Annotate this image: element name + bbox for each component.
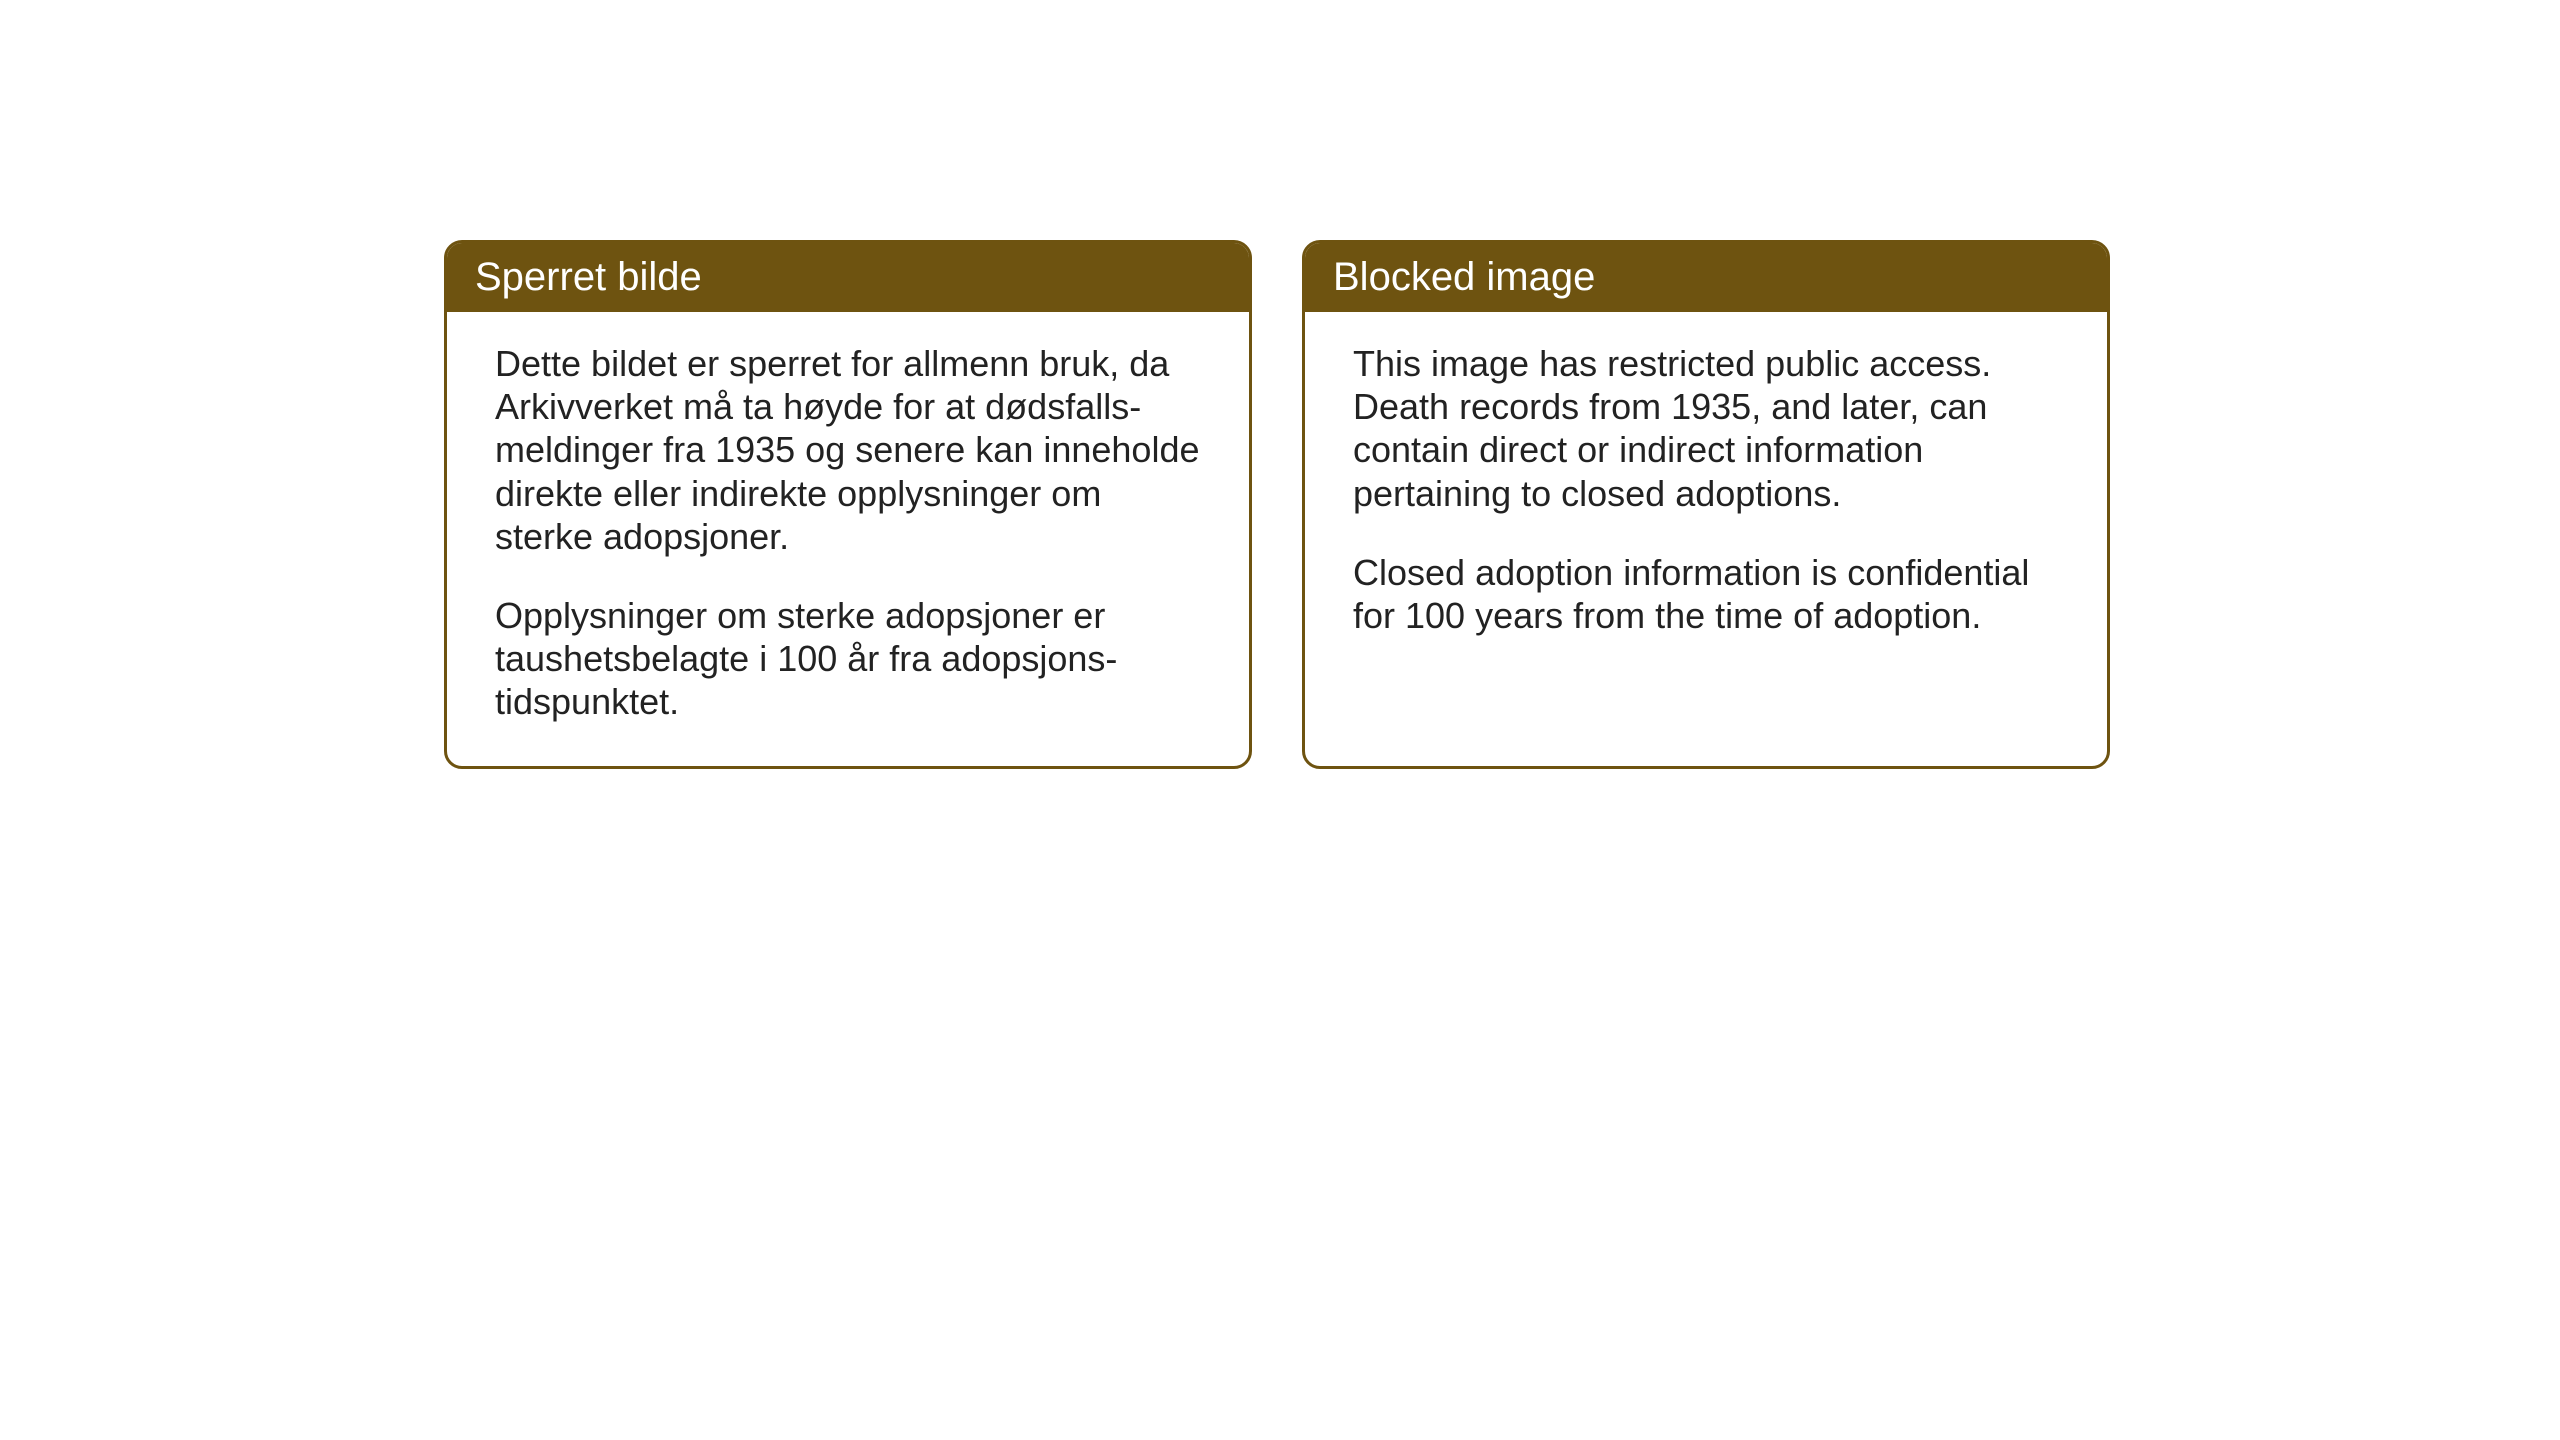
notice-card-english: Blocked image This image has restricted … — [1302, 240, 2110, 769]
card-paragraph-english-1: This image has restricted public access.… — [1353, 342, 2059, 515]
card-title-norwegian: Sperret bilde — [475, 255, 702, 299]
card-paragraph-norwegian-2: Opplysninger om sterke adopsjoner er tau… — [495, 594, 1201, 724]
card-paragraph-english-2: Closed adoption information is confident… — [1353, 551, 2059, 637]
card-title-english: Blocked image — [1333, 255, 1595, 299]
card-paragraph-norwegian-1: Dette bildet er sperret for allmenn bruk… — [495, 342, 1201, 558]
card-header-norwegian: Sperret bilde — [447, 243, 1249, 312]
notice-card-norwegian: Sperret bilde Dette bildet er sperret fo… — [444, 240, 1252, 769]
card-body-english: This image has restricted public access.… — [1305, 312, 2107, 679]
card-body-norwegian: Dette bildet er sperret for allmenn bruk… — [447, 312, 1249, 766]
notice-container: Sperret bilde Dette bildet er sperret fo… — [444, 240, 2110, 769]
card-header-english: Blocked image — [1305, 243, 2107, 312]
